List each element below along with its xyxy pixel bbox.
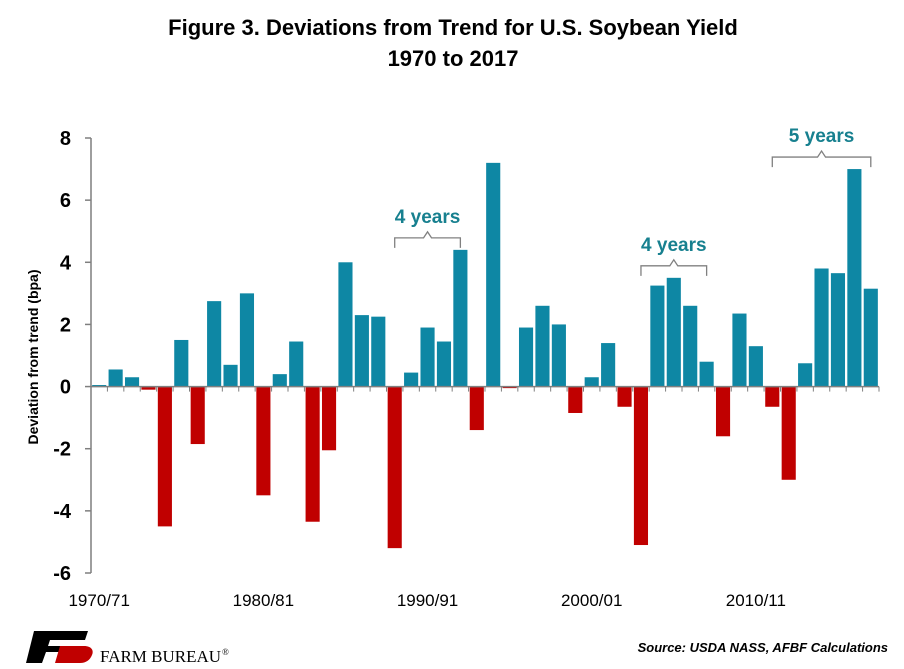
- bar: [387, 386, 402, 549]
- farm-bureau-text: FARM BUREAU: [100, 647, 221, 666]
- annotation-label: 4 years: [395, 207, 461, 228]
- bar: [765, 386, 780, 407]
- x-tick-label: 1990/91: [397, 591, 458, 610]
- y-tick-label: 0: [60, 377, 71, 399]
- x-tick-label: 2000/01: [561, 591, 622, 610]
- registered-mark: ®: [222, 647, 229, 657]
- bar: [305, 386, 320, 522]
- plot-area: 8 6 4 2 0 -2 -4 -6 1970/71 1980/81 1990/91 2000/01 2…: [53, 126, 880, 610]
- bar: [699, 361, 714, 387]
- chart-title: Figure 3. Deviations from Trend for U.S.…: [168, 15, 738, 40]
- source-note: Source: USDA NASS, AFBF Calculations: [638, 640, 888, 655]
- bar: [535, 305, 550, 387]
- bar: [798, 363, 813, 387]
- annotation-label: 5 years: [789, 126, 855, 147]
- bar: [420, 327, 435, 387]
- bar: [518, 327, 534, 387]
- bar: [486, 162, 501, 387]
- x-tick-label: 1980/81: [233, 591, 294, 610]
- bar: [436, 341, 452, 387]
- bar: [666, 277, 681, 387]
- annotation-label: 4 years: [641, 235, 707, 256]
- y-tick-label: 8: [60, 128, 71, 150]
- bar: [239, 293, 255, 387]
- chart-subtitle: 1970 to 2017: [388, 46, 519, 71]
- bar: [223, 364, 238, 387]
- bar: [338, 262, 353, 387]
- bar: [633, 386, 649, 546]
- bar: [190, 386, 205, 445]
- bar: [568, 386, 583, 413]
- bar: [683, 305, 698, 387]
- bar: [92, 385, 107, 387]
- farm-bureau-fb-icon: [26, 631, 93, 663]
- annotation-bracket: [640, 258, 708, 276]
- y-tick-label: 2: [60, 314, 71, 336]
- x-tick-label: 2010/11: [726, 591, 786, 610]
- y-tick-label: -4: [53, 501, 72, 523]
- bar: [584, 377, 599, 387]
- bar: [207, 301, 222, 387]
- annotation-bracket: [771, 149, 872, 168]
- bar: [174, 339, 189, 387]
- bar: [404, 372, 419, 387]
- annotation-bracket: [394, 230, 462, 248]
- bar: [715, 386, 731, 437]
- bar: [814, 268, 829, 387]
- bar: [289, 341, 304, 387]
- y-axis-label: Deviation from trend (bpa): [25, 269, 41, 444]
- bar: [141, 386, 156, 390]
- x-tick-label: 1970/71: [68, 591, 129, 610]
- bar: [830, 273, 846, 387]
- bar: [371, 316, 386, 387]
- bar: [748, 346, 763, 387]
- bar: [124, 377, 140, 387]
- bar: [469, 386, 484, 431]
- bar: [650, 285, 665, 387]
- y-tick-label: -2: [53, 439, 71, 461]
- bar: [601, 343, 616, 387]
- bar: [863, 288, 878, 387]
- bar: [272, 374, 287, 387]
- bar: [157, 386, 172, 527]
- y-tick-label: 6: [60, 190, 71, 212]
- bar: [108, 369, 123, 387]
- bar: [732, 313, 747, 387]
- bar: [256, 386, 271, 496]
- bar: [847, 169, 862, 387]
- farm-bureau-logo: FARM BUREAU ®: [26, 631, 229, 666]
- bar: [453, 249, 468, 387]
- bar: [502, 386, 517, 389]
- bar: [551, 324, 566, 387]
- bar: [321, 386, 337, 451]
- y-tick-label: 4: [60, 252, 72, 274]
- bar: [617, 386, 632, 407]
- bar: [354, 315, 369, 387]
- bar: [781, 386, 796, 480]
- y-tick-label: -6: [53, 563, 71, 585]
